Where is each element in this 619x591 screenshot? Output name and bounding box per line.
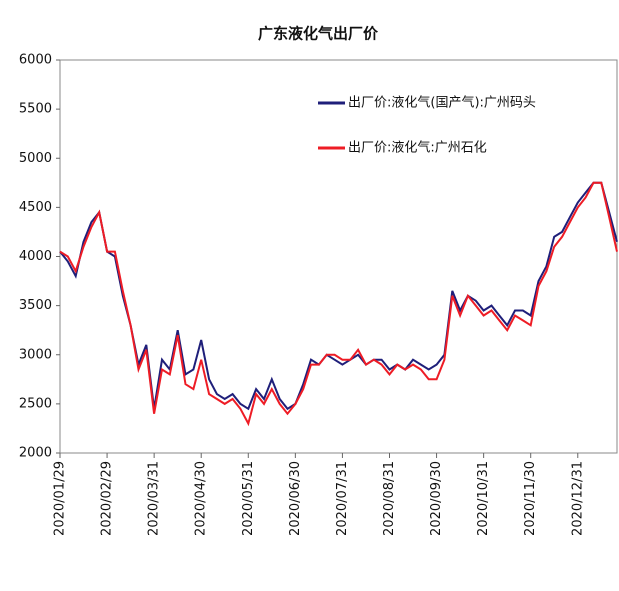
- y-tick-label: 5500: [19, 102, 52, 117]
- line-series: [59, 181, 618, 411]
- x-tick-label: 2020/10/31: [476, 461, 491, 536]
- legend-label: 出厂价:液化气(国产气):广州码头: [348, 95, 536, 111]
- y-tick-label: 4000: [19, 249, 52, 264]
- y-tick-label: 3500: [19, 298, 52, 313]
- y-tick-label: 5000: [19, 151, 52, 166]
- x-tick-label: 2020/01/29: [53, 461, 68, 536]
- x-tick-label: 2020/12/31: [570, 461, 585, 536]
- y-tick-label: 2000: [19, 446, 52, 461]
- x-tick-label: 2020/06/30: [288, 461, 303, 536]
- x-tick-label: 2020/11/30: [523, 461, 538, 536]
- y-tick-label: 3000: [19, 347, 52, 362]
- x-tick-label: 2020/05/31: [241, 461, 256, 536]
- y-tick-label: 6000: [19, 53, 52, 68]
- chart-title: 广东液化气出厂价: [258, 25, 379, 43]
- x-tick-label: 2020/09/30: [429, 461, 444, 536]
- x-tick-label: 2020/04/30: [194, 461, 209, 536]
- x-tick-label: 2020/08/31: [382, 461, 397, 536]
- x-tick-label: 2020/03/31: [147, 461, 162, 536]
- plot-frame: [59, 59, 618, 454]
- x-tick-label: 2020/07/31: [335, 461, 350, 536]
- legend-label: 出厂价:液化气:广州石化: [348, 140, 487, 156]
- x-tick-label: 2020/02/29: [100, 461, 115, 536]
- y-tick-label: 4500: [19, 200, 52, 215]
- y-tick-label: 2500: [19, 396, 52, 411]
- line-series: [59, 181, 618, 427]
